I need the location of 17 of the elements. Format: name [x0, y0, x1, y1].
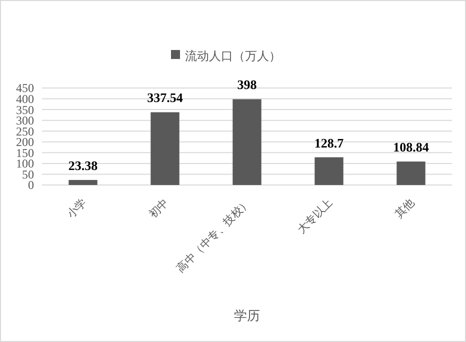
bar [314, 157, 344, 185]
bar [232, 99, 262, 185]
legend-label: 流动人口（万人） [185, 49, 281, 63]
x-tick-label: 小学 [64, 196, 90, 221]
data-label: 128.7 [314, 135, 344, 150]
x-tick-label: 初中 [146, 196, 172, 221]
data-label: 398 [237, 77, 258, 92]
bar [150, 112, 180, 185]
data-label: 337.54 [147, 90, 184, 106]
bar [396, 162, 426, 185]
data-label: 108.84 [393, 140, 430, 155]
x-tick-label: 大专以上 [294, 196, 336, 236]
data-label: 23.38 [68, 158, 98, 173]
x-tick-label: 其他 [392, 196, 418, 221]
bar [68, 180, 98, 185]
x-tick-label: 高中（中专、技校） [174, 196, 254, 276]
x-axis-title: 学历 [234, 309, 260, 324]
